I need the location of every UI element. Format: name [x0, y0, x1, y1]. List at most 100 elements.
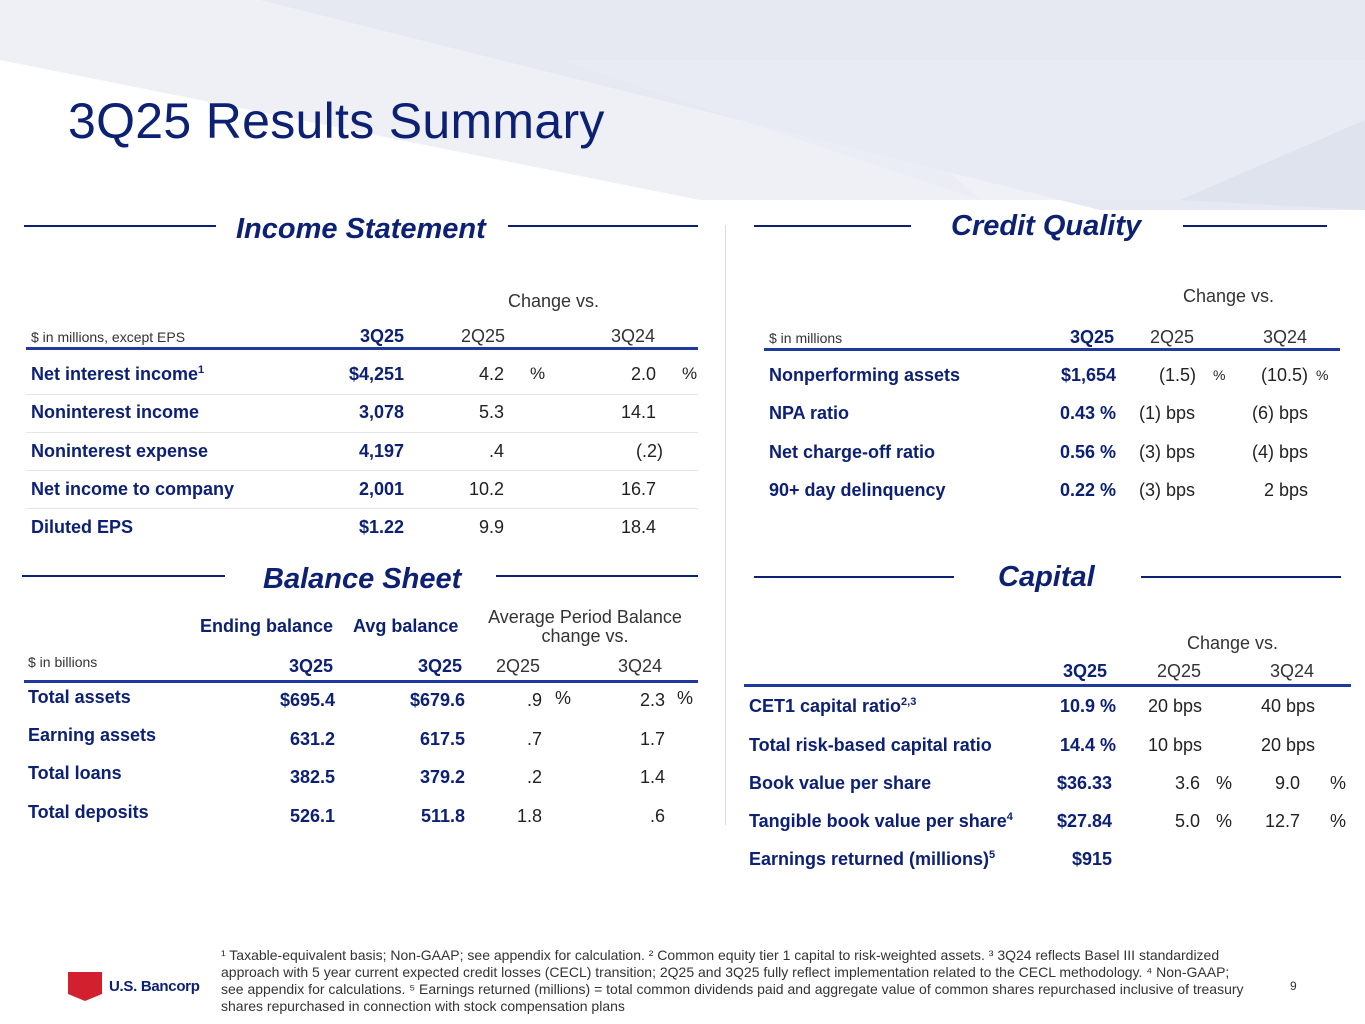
capital-row-label: Tangible book value per share4	[749, 811, 1013, 831]
credit-row-change-2q25: (3) bps	[1138, 480, 1195, 500]
balance-header-rule	[24, 680, 698, 683]
capital-row-value: $27.84	[1056, 811, 1112, 831]
percent-sign: %	[1216, 773, 1233, 793]
balance-row-ending: 382.5	[289, 767, 335, 787]
capital-row-change-3q24: 20 bps	[1260, 735, 1315, 755]
income-row-change-2q25: .4	[488, 441, 504, 461]
capital-row-change-3q24: 40 bps	[1260, 696, 1315, 716]
ending-balance-header: Ending balance	[200, 616, 334, 636]
capital-row-value: 14.4 %	[1059, 735, 1116, 755]
percent-sign: %	[1330, 811, 1347, 831]
balance-row-avg: $679.6	[409, 690, 465, 710]
capital-row-label: CET1 capital ratio2,3	[749, 696, 917, 716]
capital-col-3q25: 3Q25	[1063, 661, 1108, 681]
page-number: 9	[1290, 979, 1297, 993]
capital-row-change-3q24: 12.7	[1264, 811, 1300, 831]
credit-header-rule	[764, 348, 1340, 351]
income-row-change-2q25: 5.3	[478, 402, 504, 422]
page-title: 3Q25 Results Summary	[68, 93, 605, 149]
credit-row-change-3q24: (6) bps	[1251, 403, 1308, 423]
percent-sign: %	[682, 364, 698, 383]
section-rule-right	[508, 225, 698, 227]
credit-col-2q25: 2Q25	[1150, 327, 1195, 347]
income-row-label: Noninterest expense	[31, 441, 209, 461]
capital-row-change-2q25: 5.0	[1174, 811, 1200, 831]
percent-sign: %	[1216, 811, 1233, 831]
section-rule-right	[1183, 225, 1327, 227]
income-header-rule	[26, 347, 698, 350]
capital-row-change-2q25: 20 bps	[1147, 696, 1202, 716]
credit-row-change-3q24: (10.5)	[1260, 365, 1308, 385]
footnotes: ¹ Taxable-equivalent basis; Non-GAAP; se…	[221, 947, 1244, 1014]
percent-sign: %	[1316, 367, 1329, 383]
income-row-value: $4,251	[348, 364, 404, 384]
credit-change-vs: Change vs.	[1183, 286, 1275, 306]
balance-row-label: Total assets	[28, 687, 131, 707]
income-row-change-3q24: 14.1	[620, 402, 656, 422]
income-row-label: Net income to company	[31, 479, 235, 499]
credit-unit-label: $ in millions	[769, 330, 843, 346]
credit-row-change-3q24: (4) bps	[1251, 442, 1308, 462]
balance-row-change-3q24: 2.3	[639, 690, 665, 710]
section-rule-left	[754, 225, 911, 227]
credit-row-label: NPA ratio	[769, 403, 850, 423]
percent-sign: %	[1330, 773, 1347, 793]
credit-row-change-2q25: (3) bps	[1138, 442, 1195, 462]
capital-row-change-2q25: 10 bps	[1147, 735, 1202, 755]
income-row-change-2q25: 10.2	[468, 479, 504, 499]
balance-row-change-3q24: .6	[649, 806, 665, 826]
capital-row-value: 10.9 %	[1059, 696, 1116, 716]
credit-row-value: $1,654	[1060, 365, 1116, 385]
capital-row-label: Total risk-based capital ratio	[749, 735, 992, 755]
capital-row-value: $915	[1071, 849, 1112, 869]
capital-row-label: Book value per share	[749, 773, 932, 793]
section-rule-right	[1141, 576, 1341, 578]
balance-row-change-2q25: .9	[526, 690, 542, 710]
balance-row-change-3q24: 1.7	[639, 729, 665, 749]
capital-col-3q24: 3Q24	[1270, 661, 1315, 681]
section-rule-left	[754, 576, 954, 578]
avg-period-header: Average Period Balance change vs.	[476, 608, 694, 646]
credit-row-label: 90+ day delinquency	[769, 480, 946, 500]
income-unit-label: $ in millions, except EPS	[31, 329, 186, 345]
income-row-label: Net interest income1	[31, 364, 205, 384]
section-rule-left	[22, 575, 225, 577]
credit-col-3q25: 3Q25	[1070, 327, 1115, 347]
income-row-value: 3,078	[358, 402, 404, 422]
credit-row-change-3q24: 2 bps	[1263, 480, 1308, 500]
balance-row-change-3q24: 1.4	[639, 767, 665, 787]
balance-row-ending: 631.2	[289, 729, 335, 749]
credit-row-change-2q25: (1) bps	[1138, 403, 1195, 423]
balance-row-avg: 379.2	[419, 767, 465, 787]
section-rule-left	[24, 225, 216, 227]
column-divider	[725, 225, 726, 825]
capital-row-label: Earnings returned (millions)5	[749, 849, 996, 869]
income-col-3q25: 3Q25	[360, 326, 405, 346]
percent-sign: %	[555, 688, 572, 708]
balance-row-label: Total deposits	[28, 802, 149, 822]
percent-sign: %	[677, 688, 694, 708]
section-rule-right	[496, 575, 698, 577]
income-row-change-3q24: (.2)	[636, 441, 663, 461]
row-divider	[26, 508, 698, 509]
balance-sheet-heading: Balance Sheet	[263, 563, 462, 595]
balance-unit-label: $ in billions	[28, 654, 98, 670]
balance-row-ending: $695.4	[279, 690, 335, 710]
credit-row-value: 0.56 %	[1059, 442, 1116, 462]
income-row-label: Noninterest income	[31, 402, 200, 422]
balance-row-change-2q25: 1.8	[516, 806, 542, 826]
logo-text: U.S. Bancorp	[109, 977, 200, 995]
income-row-value: 4,197	[358, 441, 404, 461]
capital-row-value: $36.33	[1056, 773, 1112, 793]
income-row-value: 2,001	[358, 479, 404, 499]
row-divider	[26, 470, 698, 471]
avg-period-line1: Average Period Balance	[488, 607, 682, 627]
capital-heading: Capital	[998, 561, 1095, 593]
credit-col-3q24: 3Q24	[1263, 327, 1308, 347]
credit-row-label: Nonperforming assets	[769, 365, 961, 385]
row-divider	[26, 394, 698, 395]
credit-row-value: 0.22 %	[1059, 480, 1116, 500]
row-divider	[26, 432, 698, 433]
balance-row-label: Total loans	[28, 763, 122, 783]
